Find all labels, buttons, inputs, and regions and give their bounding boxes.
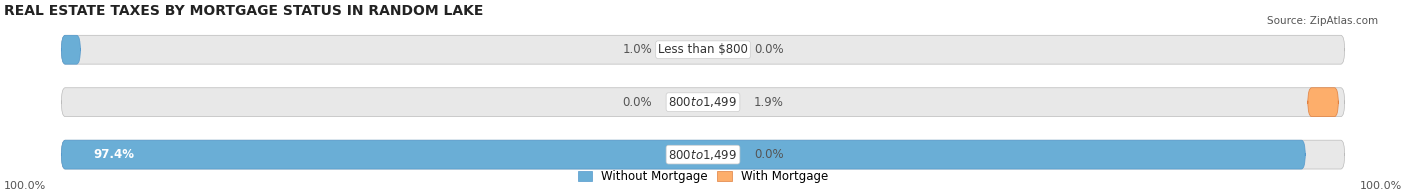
FancyBboxPatch shape [62,140,1305,169]
Text: 100.0%: 100.0% [1360,181,1402,191]
Text: 0.0%: 0.0% [754,148,783,161]
Text: Source: ZipAtlas.com: Source: ZipAtlas.com [1267,16,1378,26]
FancyBboxPatch shape [62,35,80,64]
Text: 0.0%: 0.0% [623,96,652,109]
Text: REAL ESTATE TAXES BY MORTGAGE STATUS IN RANDOM LAKE: REAL ESTATE TAXES BY MORTGAGE STATUS IN … [4,4,484,18]
FancyBboxPatch shape [62,35,1344,64]
Legend: Without Mortgage, With Mortgage: Without Mortgage, With Mortgage [574,165,832,188]
Text: $800 to $1,499: $800 to $1,499 [668,148,738,162]
Text: 97.4%: 97.4% [93,148,134,161]
Text: 100.0%: 100.0% [4,181,46,191]
Text: Less than $800: Less than $800 [658,43,748,56]
Text: 1.9%: 1.9% [754,96,783,109]
FancyBboxPatch shape [1308,88,1339,117]
FancyBboxPatch shape [62,88,1344,117]
Text: 1.0%: 1.0% [623,43,652,56]
Text: $800 to $1,499: $800 to $1,499 [668,95,738,109]
FancyBboxPatch shape [62,140,1344,169]
Text: 0.0%: 0.0% [754,43,783,56]
